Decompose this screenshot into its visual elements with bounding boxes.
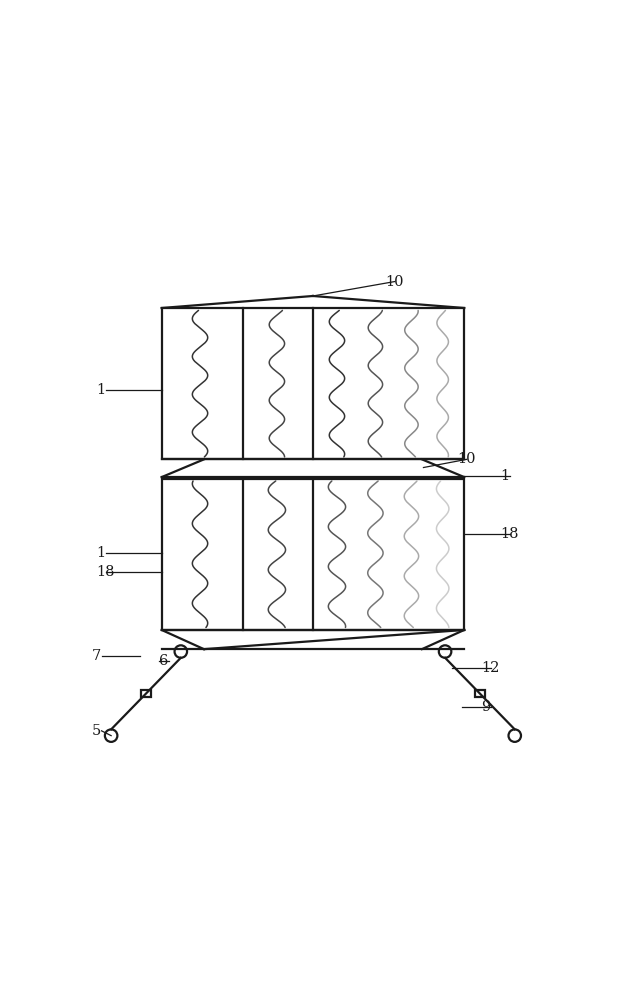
Text: 18: 18 xyxy=(500,527,519,541)
Text: 9: 9 xyxy=(481,700,490,714)
Text: 12: 12 xyxy=(481,661,500,675)
Text: 1: 1 xyxy=(97,383,106,397)
Text: 1: 1 xyxy=(97,546,106,560)
Bar xyxy=(162,308,464,459)
Text: 5: 5 xyxy=(92,724,101,738)
Text: 10: 10 xyxy=(457,452,476,466)
Bar xyxy=(141,690,151,697)
Text: 18: 18 xyxy=(97,565,115,579)
Text: 10: 10 xyxy=(385,275,404,289)
Text: 1: 1 xyxy=(500,469,510,483)
Text: 7: 7 xyxy=(92,649,101,663)
Bar xyxy=(475,690,485,697)
Bar xyxy=(162,479,464,630)
Text: 6: 6 xyxy=(159,654,169,668)
